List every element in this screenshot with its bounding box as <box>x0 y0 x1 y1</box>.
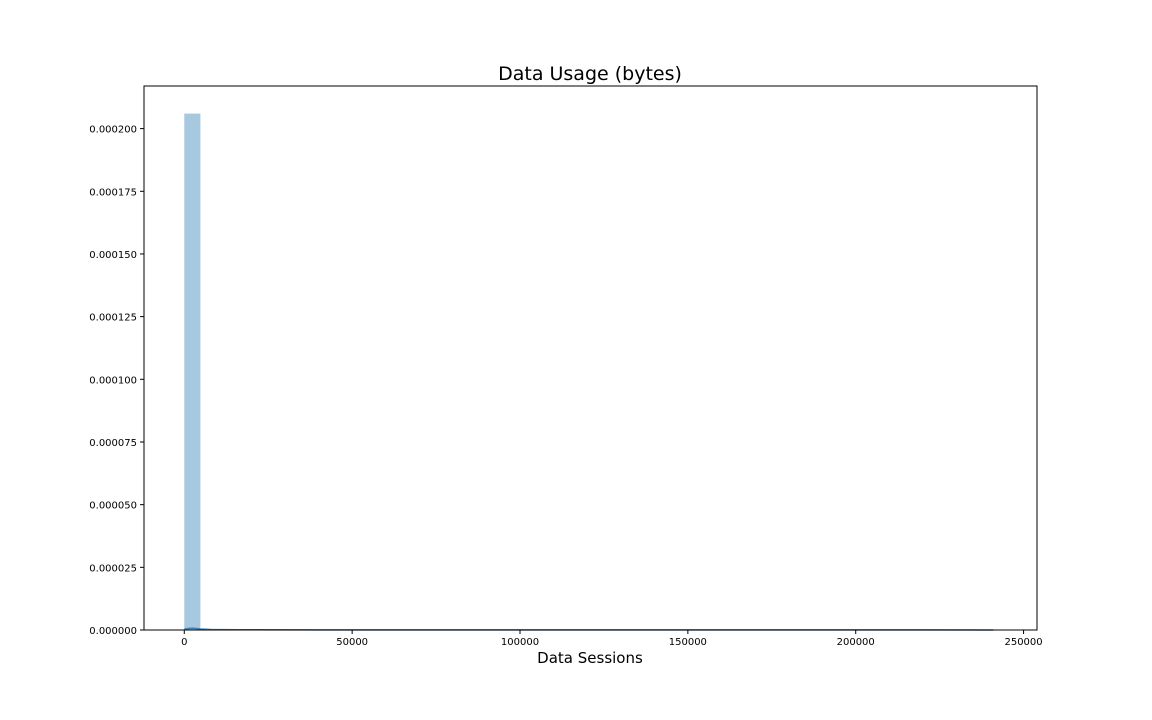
y-tick-label: 0.000050 <box>89 501 137 512</box>
y-tick-label: 0.000025 <box>89 563 137 574</box>
y-tick-label: 0.000175 <box>89 187 137 198</box>
x-tick-label: 250000 <box>1004 637 1042 648</box>
y-tick-label: 0.000075 <box>89 438 137 449</box>
y-tick-label: 0.000200 <box>89 125 137 136</box>
y-tick-label: 0.000125 <box>89 313 137 324</box>
x-tick-label: 50000 <box>336 637 368 648</box>
y-axis-ticks: 0.000000 0.000025 0.000050 0.000075 0.000100… <box>89 125 144 637</box>
y-tick-label: 0.000000 <box>89 626 137 637</box>
x-axis-label: Data Sessions <box>537 649 643 667</box>
x-tick-label: 200000 <box>837 637 875 648</box>
x-tick-label: 0 <box>181 637 187 648</box>
y-tick-label: 0.000100 <box>89 375 137 386</box>
x-tick-label: 100000 <box>501 637 539 648</box>
histogram-bar <box>184 113 201 630</box>
x-tick-label: 150000 <box>669 637 707 648</box>
x-axis-ticks: 0 50000 100000 150000 200000 250000 <box>181 630 1043 648</box>
y-tick-label: 0.000150 <box>89 250 137 261</box>
chart-title: Data Usage (bytes) <box>498 63 682 85</box>
plot-area-frame <box>143 85 1038 631</box>
histogram-bars <box>184 113 201 630</box>
